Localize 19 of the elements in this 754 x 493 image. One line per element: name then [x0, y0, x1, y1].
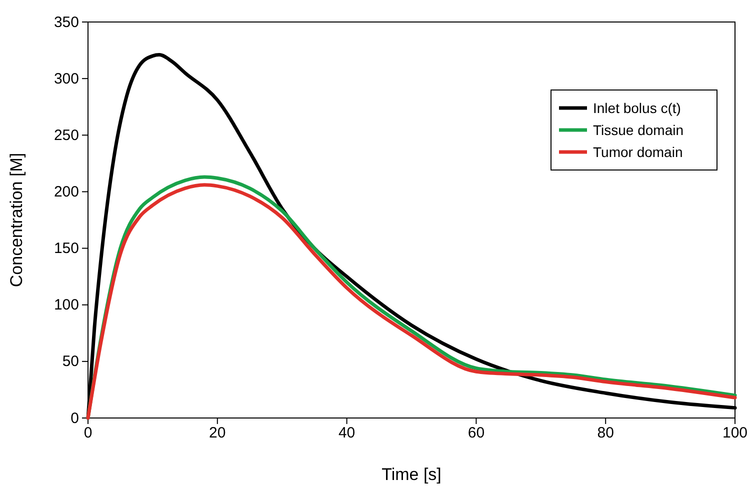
- legend-label: Inlet bolus c(t): [593, 100, 681, 116]
- y-tick-label: 0: [70, 410, 79, 427]
- x-axis-title: Time [s]: [382, 465, 442, 484]
- x-tick-label: 0: [84, 424, 92, 442]
- y-tick-label: 100: [54, 296, 79, 314]
- legend-label: Tissue domain: [593, 122, 684, 138]
- x-tick-label: 60: [468, 424, 485, 442]
- x-tick-label: 100: [722, 424, 748, 442]
- y-tick-label: 50: [62, 353, 79, 370]
- x-tick-label: 40: [338, 424, 356, 442]
- x-tick-label: 20: [209, 424, 226, 442]
- y-tick-label: 200: [54, 184, 79, 201]
- y-tick-label: 150: [54, 240, 79, 258]
- y-tick-label: 300: [54, 70, 79, 88]
- y-axis-title: Concentration [M]: [7, 152, 26, 288]
- y-tick-label: 350: [54, 14, 79, 31]
- legend-label: Tumor domain: [593, 144, 683, 160]
- y-tick-label: 250: [54, 126, 79, 144]
- x-tick-label: 80: [597, 424, 614, 442]
